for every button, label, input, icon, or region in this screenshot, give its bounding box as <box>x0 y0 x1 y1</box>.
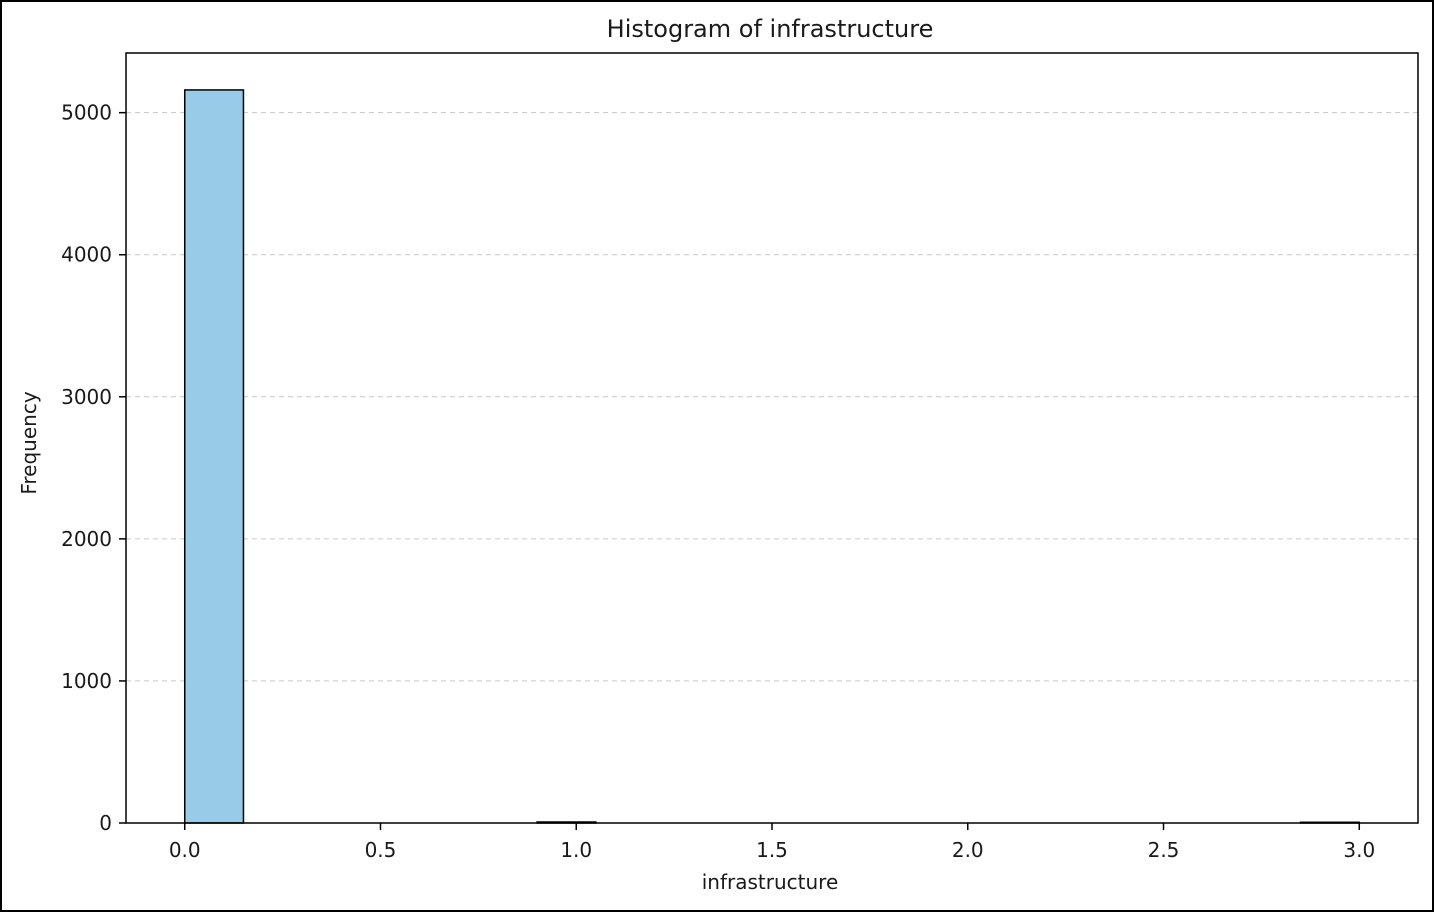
x-tick-label: 0.5 <box>365 838 397 862</box>
histogram-bars <box>183 89 1361 824</box>
x-tick-label: 2.5 <box>1148 838 1180 862</box>
y-tick-label: 4000 <box>61 243 112 267</box>
x-tick-label: 1.5 <box>756 838 788 862</box>
x-tick-label: 1.0 <box>560 838 592 862</box>
histogram-bar <box>183 89 245 824</box>
y-tick-label: 0 <box>99 811 112 835</box>
y-axis-label: Frequency <box>17 391 41 494</box>
y-axis-ticks: 0 1000 2000 3000 4000 5000 <box>61 101 126 835</box>
y-tick-label: 3000 <box>61 385 112 409</box>
y-tick-label: 5000 <box>61 101 112 125</box>
chart-title: Histogram of infrastructure <box>607 15 934 43</box>
grid-lines <box>126 112 1418 682</box>
y-tick-label: 1000 <box>61 669 112 693</box>
x-tick-label: 0.0 <box>169 838 201 862</box>
x-tick-label: 2.0 <box>952 838 984 862</box>
x-tick-label: 3.0 <box>1343 838 1375 862</box>
y-tick-label: 2000 <box>61 527 112 551</box>
x-axis-label: infrastructure <box>702 870 839 894</box>
x-axis-ticks: 0.0 0.5 1.0 1.5 2.0 2.5 3.0 <box>169 823 1375 862</box>
plot-area-frame <box>125 52 1419 824</box>
